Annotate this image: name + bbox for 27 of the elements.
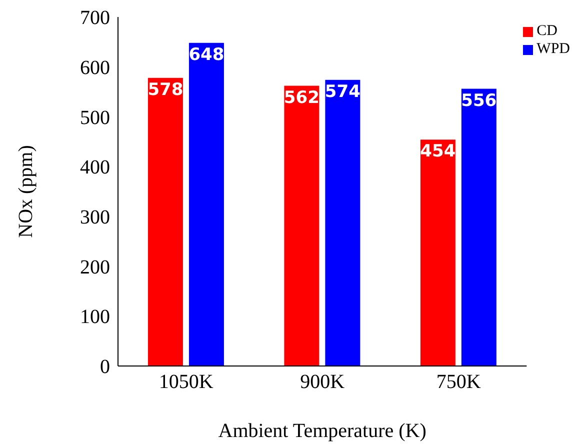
y-tick-label: 700 bbox=[80, 7, 110, 30]
bar bbox=[188, 42, 224, 366]
bar bbox=[148, 78, 183, 366]
x-tick-label: 750K bbox=[436, 371, 482, 394]
bar bbox=[461, 88, 496, 366]
x-tick-label: 1050K bbox=[158, 371, 214, 394]
y-tick-label: 600 bbox=[80, 56, 110, 79]
data-label: 648 bbox=[188, 44, 224, 65]
data-label: 562 bbox=[284, 88, 320, 108]
bar bbox=[420, 140, 456, 366]
y-tick-label: 500 bbox=[80, 106, 110, 129]
x-tick-label: 900K bbox=[300, 371, 346, 394]
data-label: 574 bbox=[324, 82, 361, 102]
legend-label: CD bbox=[536, 23, 558, 39]
y-tick-label: 100 bbox=[80, 306, 110, 328]
y-tick-label: 400 bbox=[80, 156, 110, 179]
y-axis-title: NOx (ppm) bbox=[15, 145, 38, 238]
data-label: 578 bbox=[148, 80, 184, 100]
y-tick-label: 200 bbox=[80, 256, 110, 278]
y-tick-label: 0 bbox=[100, 356, 110, 378]
y-tick-label: 300 bbox=[80, 206, 110, 229]
x-axis-title: Ambient Temperature (K) bbox=[218, 420, 426, 442]
data-label: 454 bbox=[420, 142, 456, 162]
data-label: 556 bbox=[461, 90, 497, 111]
legend-label: WPD bbox=[536, 41, 570, 57]
bar bbox=[325, 80, 360, 366]
bar bbox=[284, 86, 320, 366]
